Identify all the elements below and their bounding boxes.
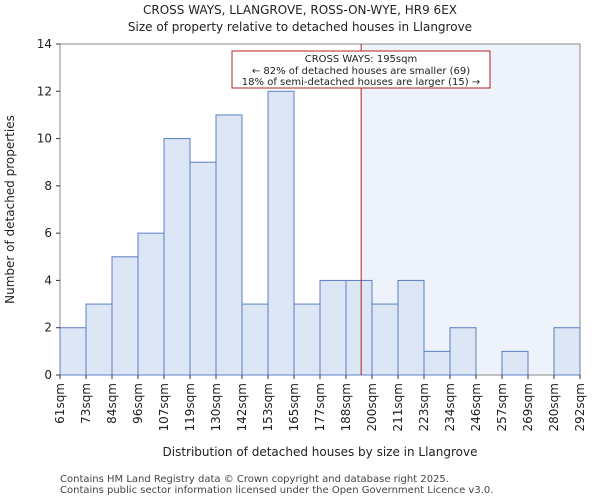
y-axis-label: Number of detached properties [3, 115, 17, 304]
bar-280sqm [553, 327, 581, 376]
footer-licence: Contains public sector information licen… [60, 485, 494, 496]
bar-73sqm [85, 303, 113, 376]
y-tick-label: 2 [44, 321, 52, 335]
annotation-box [231, 50, 491, 89]
bar-107sqm [163, 138, 191, 376]
x-tick-label: 130sqm [209, 383, 223, 431]
y-tick-label: 10 [37, 132, 52, 146]
histogram-chart: 0 2 4 6 8 10 12 14 61sqm 73sqm 84sqm 96sqm 107sqm 119… [3, 37, 587, 459]
y-tick-label: 4 [44, 273, 52, 287]
x-axis-label: Distribution of detached houses by size … [163, 445, 478, 459]
x-tick-label: 188sqm [339, 383, 353, 431]
chart-subtitle: Size of property relative to detached ho… [127, 20, 473, 34]
x-tick-label: 107sqm [157, 383, 171, 431]
x-tick-label: 61sqm [53, 383, 67, 424]
x-tick-label: 73sqm [79, 383, 93, 424]
bar-84sqm [111, 256, 139, 376]
x-tick-label: 142sqm [235, 383, 249, 431]
x-tick-label: 246sqm [469, 383, 483, 431]
bar-142sqm [241, 303, 269, 376]
chart-title: CROSS WAYS, LLANGROVE, ROSS-ON-WYE, HR9 … [143, 3, 457, 17]
y-tick-label: 6 [44, 226, 52, 240]
y-tick-label: 12 [37, 84, 52, 98]
bar-200sqm [371, 303, 399, 376]
x-tick-label: 257sqm [495, 383, 509, 431]
y-tick-label: 14 [37, 37, 52, 51]
annotation-line1: CROSS WAYS: 195sqm [305, 54, 417, 65]
bar-130sqm [215, 114, 243, 376]
x-tick-label: 119sqm [183, 383, 197, 431]
footer-copyright: Contains HM Land Registry data © Crown c… [60, 474, 449, 485]
x-tick-label: 96sqm [131, 383, 145, 424]
x-tick-label: 292sqm [573, 383, 587, 431]
annotation-line2: ← 82% of detached houses are smaller (69… [252, 66, 470, 77]
bar-257sqm [501, 350, 529, 376]
x-tick-label: 153sqm [261, 383, 275, 431]
bar-177sqm [319, 279, 347, 376]
x-tick-label: 223sqm [417, 383, 431, 431]
y-tick-label: 8 [44, 179, 52, 193]
y-tick-label: 0 [44, 368, 52, 382]
bar-165sqm [293, 303, 321, 376]
x-tick-label: 177sqm [313, 383, 327, 431]
bar-188sqm [345, 279, 373, 376]
annotation-line3: 18% of semi-detached houses are larger (… [242, 77, 480, 88]
bar-211sqm [397, 279, 425, 376]
x-tick-label: 280sqm [547, 383, 561, 431]
bar-96sqm [137, 232, 165, 376]
x-tick-label: 211sqm [391, 383, 405, 431]
x-tick-label: 269sqm [521, 383, 535, 431]
x-tick-label: 165sqm [287, 383, 301, 431]
bar-234sqm [449, 327, 477, 376]
bar-223sqm [423, 350, 451, 376]
x-tick-label: 234sqm [443, 383, 457, 431]
bar-119sqm [189, 161, 217, 376]
bar-153sqm [267, 90, 295, 376]
x-tick-label: 84sqm [105, 383, 119, 424]
x-tick-label: 200sqm [365, 383, 379, 431]
bar-61sqm [59, 327, 87, 376]
